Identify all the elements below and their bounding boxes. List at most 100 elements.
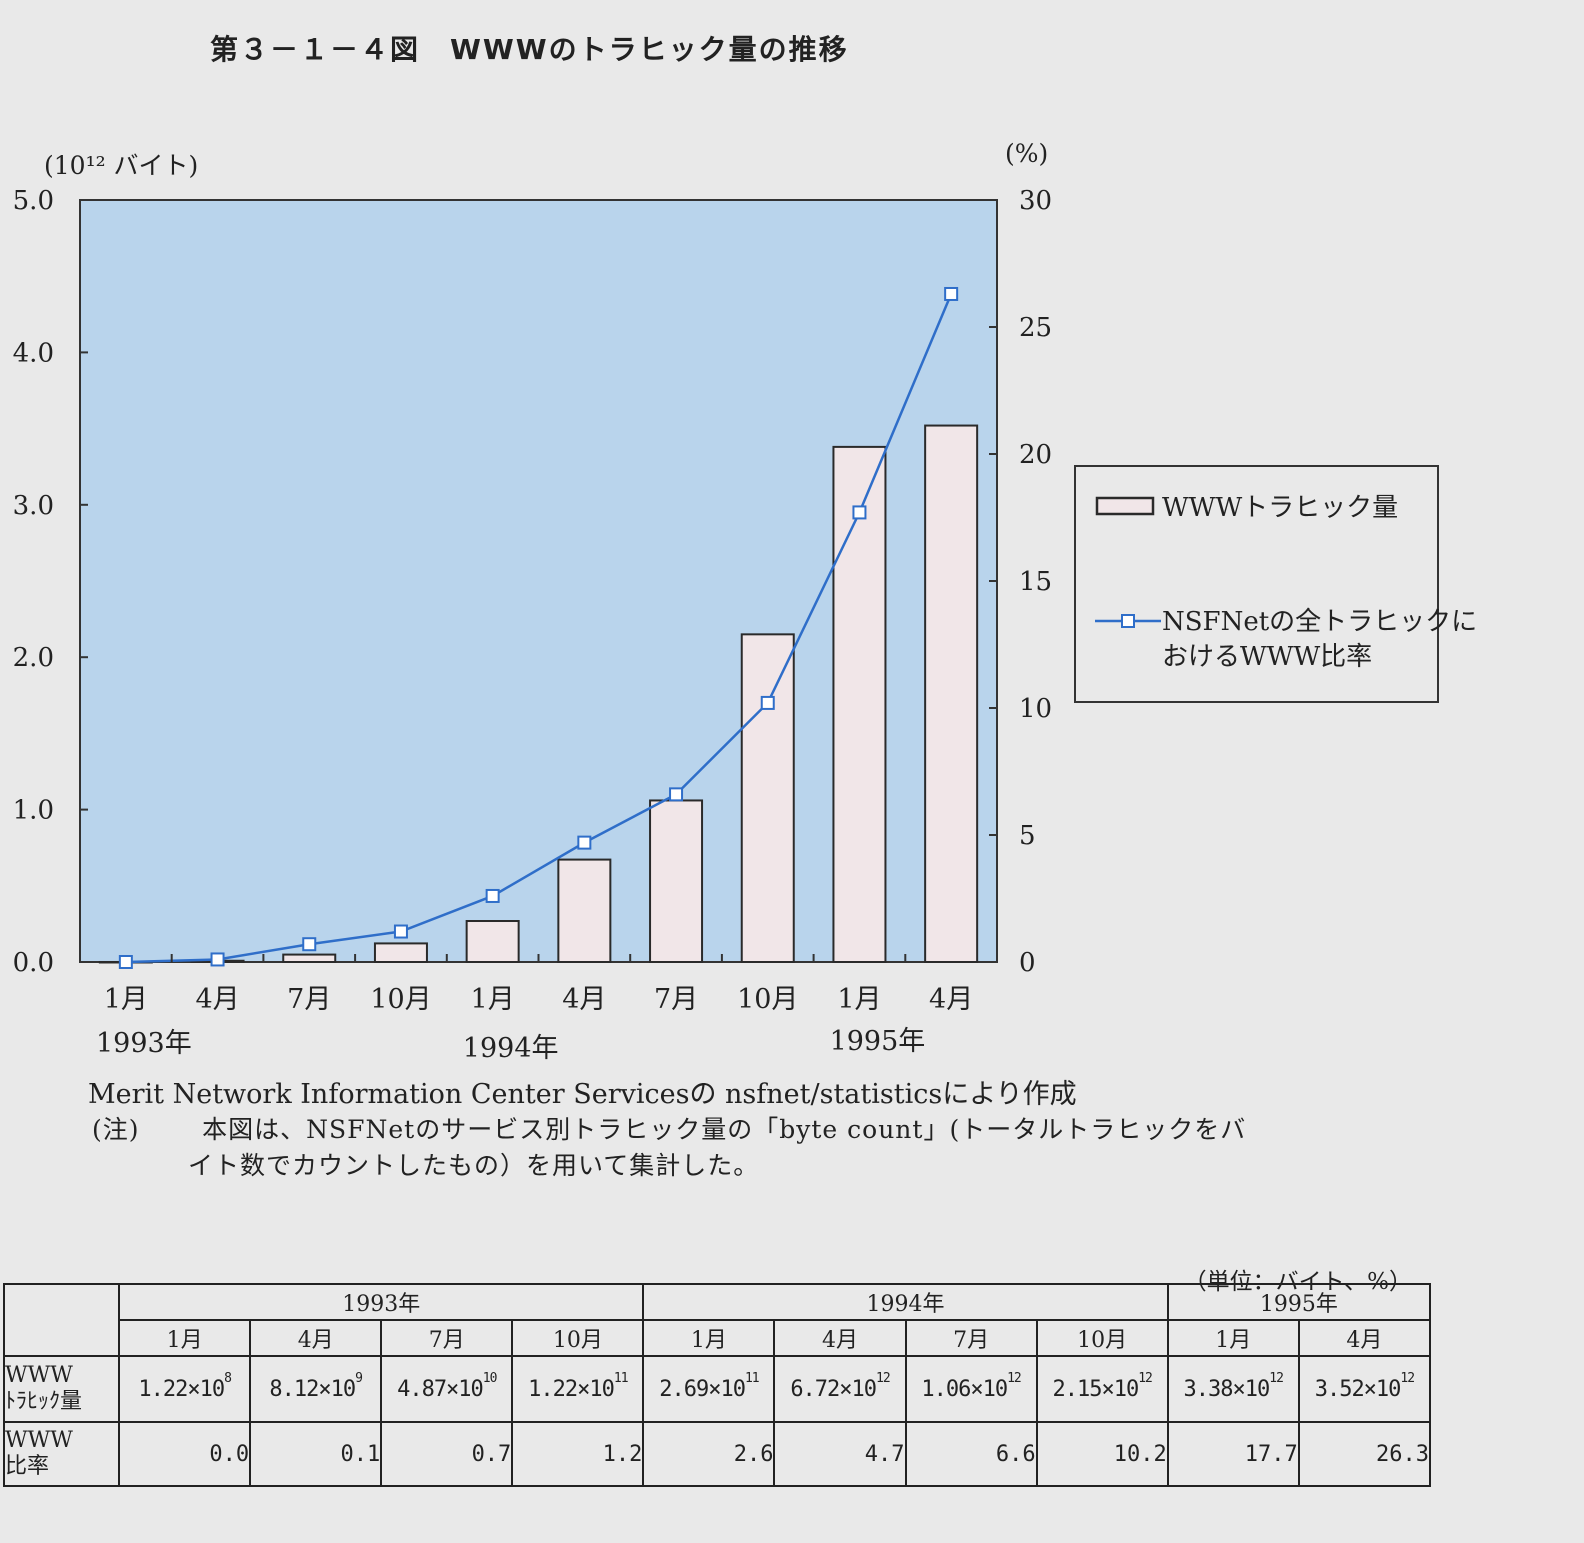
traffic-cell: 3.52×1012 bbox=[1297, 1355, 1432, 1423]
year-header-1995: 1995年 bbox=[1166, 1283, 1432, 1321]
traffic-cell: 2.69×1011 bbox=[642, 1355, 776, 1423]
month-header: 1月 bbox=[118, 1319, 252, 1357]
left-tick-label: 3.0 bbox=[13, 491, 54, 521]
year-label: 1995年 bbox=[830, 1026, 926, 1057]
right-tick-label: 30 bbox=[1019, 186, 1052, 216]
traffic-cell: 4.87×1010 bbox=[380, 1355, 514, 1423]
ratio-cell: 0.7 bbox=[380, 1421, 514, 1487]
traffic-cell: 8.12×109 bbox=[249, 1355, 383, 1423]
note-line-1: (注) 本図は、NSFNetのサービス別トラヒック量の「byte count」(… bbox=[92, 1110, 1246, 1146]
ratio-cell: 26.3 bbox=[1297, 1421, 1432, 1487]
left-axis-label: (10¹² バイト) bbox=[44, 151, 198, 180]
ratio-cell: 4.7 bbox=[773, 1421, 907, 1487]
year-header-1994: 1994年 bbox=[642, 1283, 1169, 1321]
line-point bbox=[210, 952, 225, 967]
x-tick-label: 10月 bbox=[370, 984, 431, 1015]
line-point bbox=[393, 924, 408, 939]
right-axis-label: (%) bbox=[1005, 139, 1048, 168]
row-label-ratio: WWW 比率 bbox=[2, 1421, 121, 1487]
x-tick-label: 1月 bbox=[837, 984, 881, 1015]
source-note: Merit Network Information Center Service… bbox=[88, 1079, 1077, 1110]
traffic-cell: 2.15×1012 bbox=[1035, 1355, 1169, 1423]
table-corner bbox=[2, 1283, 121, 1357]
note-text-1: 本図は、NSFNetのサービス別トラヒック量の「byte count」(トータル… bbox=[202, 1115, 1247, 1144]
line-point bbox=[577, 835, 592, 850]
year-header-1993: 1993年 bbox=[118, 1283, 645, 1321]
month-header: 10月 bbox=[1035, 1319, 1169, 1357]
right-tick-label: 10 bbox=[1019, 694, 1052, 724]
traffic-cell: 1.22×1011 bbox=[511, 1355, 645, 1423]
ratio-cell: 0.1 bbox=[249, 1421, 383, 1487]
ratio-cell: 10.2 bbox=[1035, 1421, 1169, 1487]
figure-title: 第３－１－４図 WWWのトラヒック量の推移 bbox=[210, 33, 849, 66]
left-tick-label: 5.0 bbox=[13, 186, 54, 216]
bar bbox=[740, 633, 795, 963]
bar bbox=[924, 424, 979, 963]
ratio-cell: 1.2 bbox=[511, 1421, 645, 1487]
traffic-cell: 1.06×1012 bbox=[904, 1355, 1038, 1423]
x-tick-label: 7月 bbox=[287, 984, 331, 1015]
line-point bbox=[944, 286, 959, 301]
line-point bbox=[760, 695, 775, 710]
bar bbox=[557, 858, 612, 964]
bar bbox=[373, 942, 428, 964]
bar bbox=[465, 920, 520, 963]
legend-line-label: NSFNetの全トラヒックに bbox=[1162, 607, 1477, 637]
x-tick-label: 7月 bbox=[654, 984, 698, 1015]
line-point bbox=[852, 505, 867, 520]
ratio-cell: 6.6 bbox=[904, 1421, 1038, 1487]
month-header: 1月 bbox=[1166, 1319, 1300, 1357]
row-label-traffic: WWW ﾄﾗﾋｯｸ量 bbox=[2, 1355, 121, 1423]
ratio-line bbox=[125, 293, 953, 964]
legend-line-marker bbox=[1121, 614, 1135, 628]
x-tick-label: 10月 bbox=[737, 984, 798, 1015]
month-header: 4月 bbox=[1297, 1319, 1432, 1357]
year-label: 1994年 bbox=[463, 1033, 559, 1060]
right-tick-label: 0 bbox=[1019, 948, 1036, 978]
left-tick-label: 0.0 bbox=[13, 948, 54, 978]
ratio-cell: 17.7 bbox=[1166, 1421, 1300, 1487]
x-tick-label: 1月 bbox=[104, 984, 148, 1015]
line-point bbox=[118, 955, 133, 969]
month-header: 4月 bbox=[249, 1319, 383, 1357]
left-tick-label: 4.0 bbox=[13, 338, 54, 368]
month-header: 1月 bbox=[642, 1319, 776, 1357]
traffic-cell: 6.72×1012 bbox=[773, 1355, 907, 1423]
ratio-cell: 0.0 bbox=[118, 1421, 252, 1487]
right-tick-label: 25 bbox=[1019, 313, 1052, 343]
x-tick-label: 4月 bbox=[562, 984, 606, 1015]
year-label: 1993年 bbox=[96, 1028, 192, 1059]
note-label: (注) bbox=[92, 1115, 140, 1144]
table-month-row: 1月 4月 7月 10月 1月 4月 7月 10月 1月 4月 bbox=[4, 1319, 1432, 1357]
note-line-2: イト数でカウントしたもの）を用いて集計した。 bbox=[188, 1151, 760, 1180]
legend-bar-swatch bbox=[1095, 496, 1155, 516]
right-tick-label: 15 bbox=[1019, 567, 1052, 597]
legend-line-label: おけるWWW比率 bbox=[1162, 642, 1372, 672]
right-tick-label: 20 bbox=[1019, 440, 1052, 470]
bar bbox=[832, 445, 887, 963]
legend-box bbox=[1074, 465, 1439, 703]
month-header: 7月 bbox=[904, 1319, 1038, 1357]
x-tick-label: 4月 bbox=[929, 984, 973, 1015]
x-tick-label: 4月 bbox=[195, 984, 239, 1015]
traffic-cell: 1.22×108 bbox=[118, 1355, 252, 1423]
bar bbox=[649, 799, 704, 963]
line-point bbox=[669, 787, 684, 802]
table-row-traffic: WWW ﾄﾗﾋｯｸ量 1.22×108 8.12×109 4.87×1010 1… bbox=[2, 1355, 1432, 1423]
month-header: 10月 bbox=[511, 1319, 645, 1357]
legend-bar-label: WWWトラヒック量 bbox=[1162, 493, 1398, 523]
line-point bbox=[485, 888, 500, 903]
left-tick-label: 1.0 bbox=[13, 796, 54, 826]
month-header: 4月 bbox=[773, 1319, 907, 1357]
line-point bbox=[302, 937, 317, 952]
left-tick-label: 2.0 bbox=[13, 643, 54, 673]
month-header: 7月 bbox=[380, 1319, 514, 1357]
table-year-row: 1993年 1994年 1995年 bbox=[2, 1283, 1432, 1357]
ratio-cell: 2.6 bbox=[642, 1421, 776, 1487]
chart: 0.0 1.0 2.0 3.0 4.0 5.0 0 5 10 15 20 25 30 (10¹² バイト)… bbox=[13, 139, 1478, 1060]
table-row-ratio: WWW 比率 0.0 0.1 0.7 1.2 2.6 4.7 6.6 10.2 … bbox=[2, 1421, 1432, 1487]
data-table: 1993年 1994年 1995年 1月 4月 7月 10月 1月 4月 7月 … bbox=[2, 1283, 1432, 1487]
bar bbox=[282, 953, 337, 964]
x-tick-label: 1月 bbox=[471, 984, 515, 1015]
traffic-cell: 3.38×1012 bbox=[1166, 1355, 1300, 1423]
